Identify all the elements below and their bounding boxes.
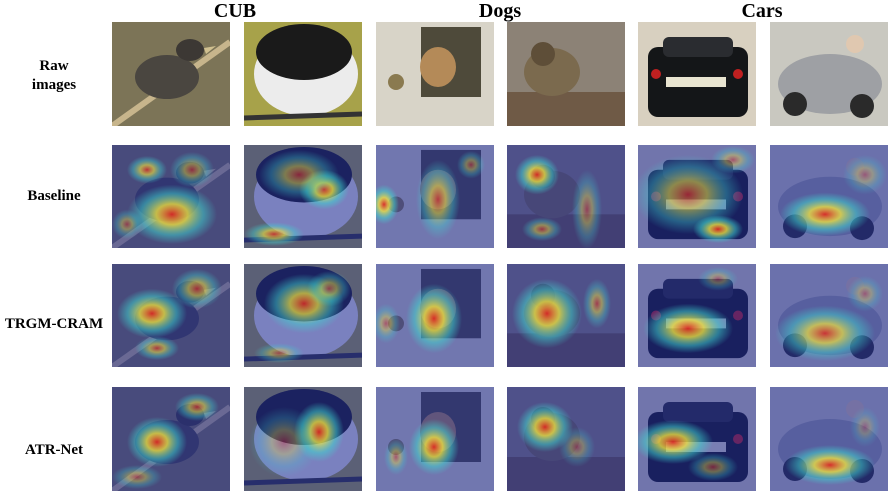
row-label-atr-net: ATR-Net xyxy=(24,442,84,458)
baseline-image-black-white-bird xyxy=(244,145,362,248)
raw-image-black-white-bird xyxy=(244,22,362,126)
row-label-trgm-cram: TRGM-CRAM xyxy=(4,316,104,332)
trgm-image-dog-on-log xyxy=(507,264,625,367)
raw-image-silver-convertible xyxy=(770,22,888,126)
row-label-baseline: Baseline xyxy=(27,188,81,204)
atr-image-black-white-bird xyxy=(244,387,362,491)
column-header-dogs: Dogs xyxy=(478,0,522,22)
baseline-image-black-sedan xyxy=(638,145,756,248)
row-label-line1: Raw xyxy=(39,58,69,74)
column-header-cub: CUB xyxy=(213,0,257,22)
trgm-image-silver-convertible xyxy=(770,264,888,367)
row-label-line2: images xyxy=(31,77,77,93)
atr-image-dog-at-door xyxy=(376,387,494,491)
trgm-image-black-white-bird xyxy=(244,264,362,367)
baseline-image-bird-on-branch xyxy=(112,145,230,248)
atr-image-black-sedan xyxy=(638,387,756,491)
trgm-image-bird-on-branch xyxy=(112,264,230,367)
raw-image-bird-on-branch xyxy=(112,22,230,126)
baseline-image-silver-convertible xyxy=(770,145,888,248)
trgm-image-dog-at-door xyxy=(376,264,494,367)
raw-image-dog-at-door xyxy=(376,22,494,126)
raw-image-black-sedan xyxy=(638,22,756,126)
row-label-raw-images: Raw images xyxy=(0,57,108,95)
trgm-image-black-sedan xyxy=(638,264,756,367)
column-header-cars: Cars xyxy=(741,0,783,22)
raw-image-dog-on-log xyxy=(507,22,625,126)
baseline-image-dog-on-log xyxy=(507,145,625,248)
baseline-image-dog-at-door xyxy=(376,145,494,248)
atr-image-dog-on-log xyxy=(507,387,625,491)
atr-image-silver-convertible xyxy=(770,387,888,491)
atr-image-bird-on-branch xyxy=(112,387,230,491)
